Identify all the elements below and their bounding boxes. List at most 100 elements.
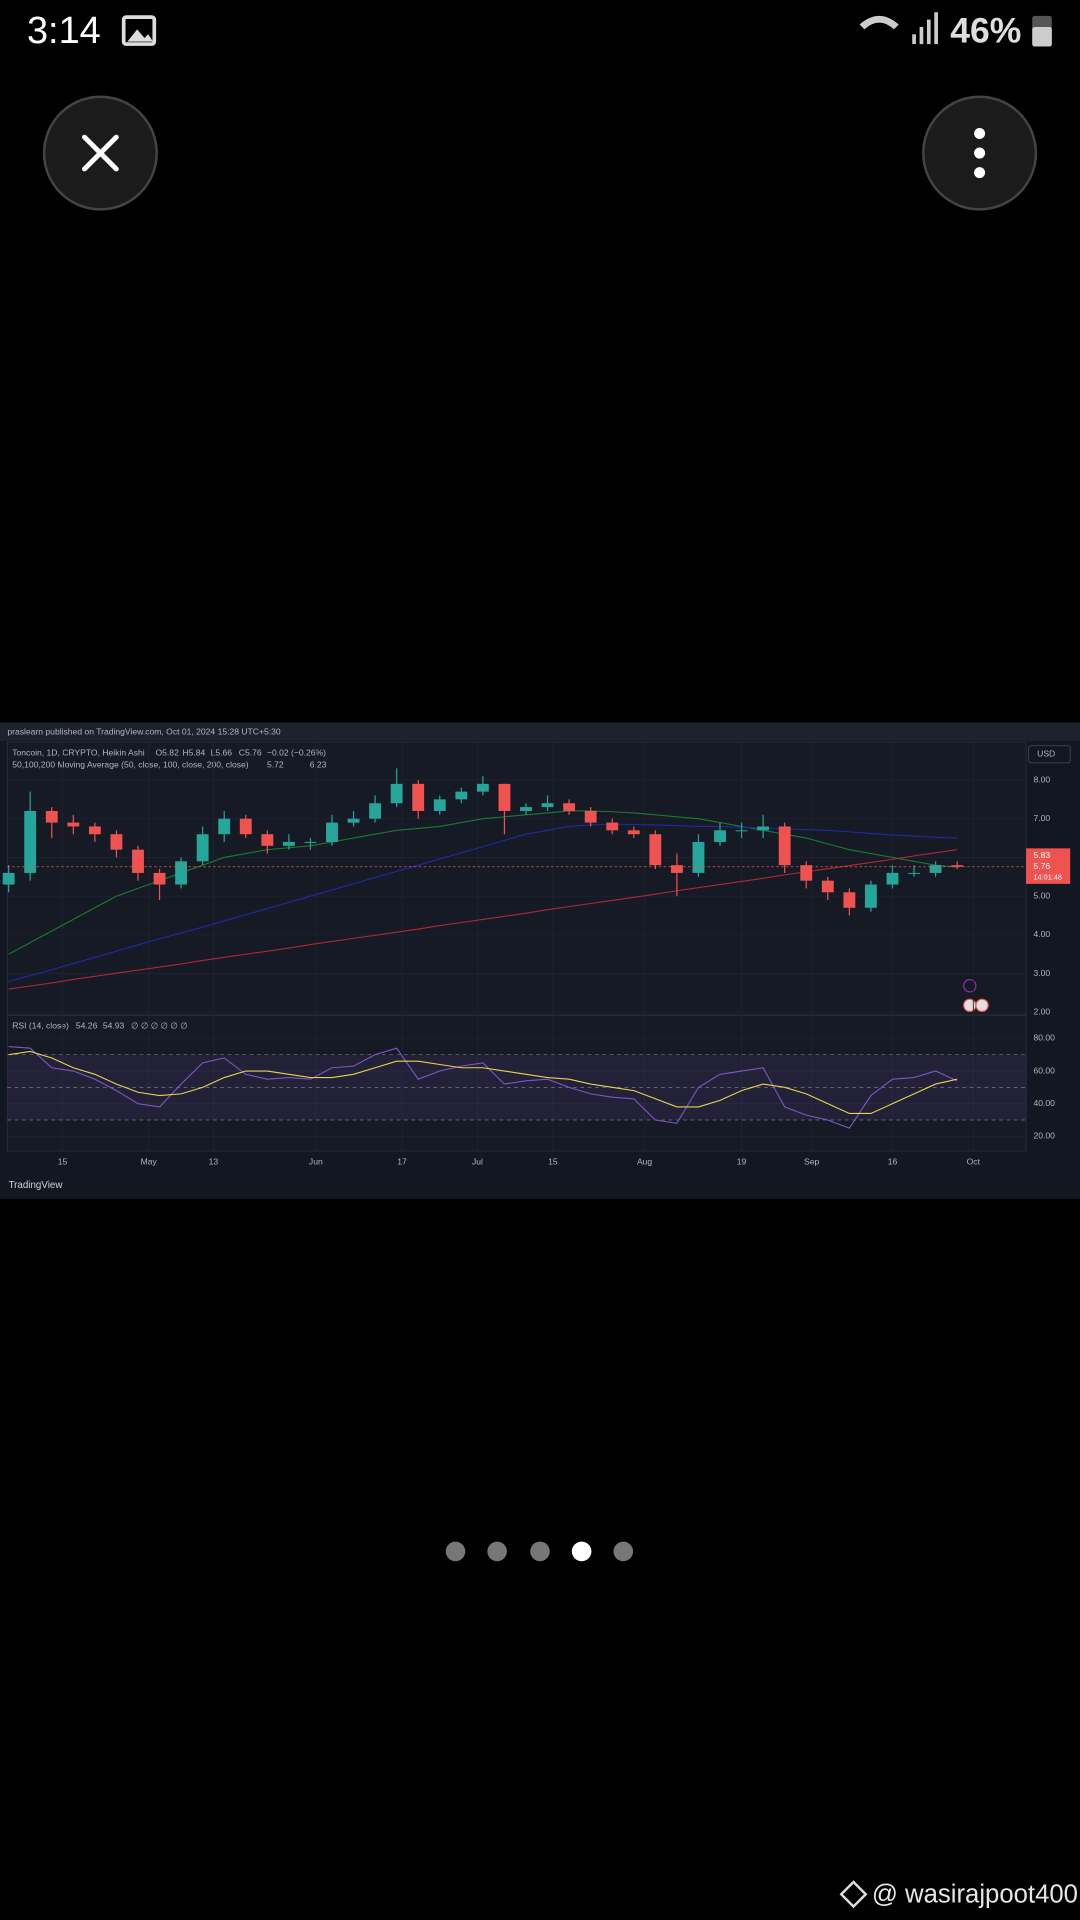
- x-tick-label: Jun: [309, 1156, 323, 1166]
- candle-body: [45, 810, 58, 823]
- page-dot[interactable]: [613, 1541, 634, 1562]
- candle-body: [2, 872, 15, 885]
- ohlc-low: L5.66: [211, 747, 233, 757]
- candle-body: [476, 783, 489, 792]
- symbol-info: Toncoin, 1D, CRYPTO, Heikin Ashi: [12, 747, 145, 757]
- y-tick-label: 40.00: [1033, 1098, 1055, 1108]
- candle-body: [606, 822, 619, 831]
- line: [8, 1045, 958, 1129]
- candle-body: [778, 826, 791, 866]
- price-label: 5.83: [1033, 850, 1050, 860]
- candle-body: [800, 865, 813, 881]
- battery-percent: 46%: [950, 10, 1021, 50]
- rsi-flags: ∅ ∅ ∅ ∅ ∅ ∅: [131, 1020, 188, 1030]
- x-tick-label: Aug: [637, 1156, 652, 1166]
- candle-body: [735, 830, 748, 832]
- candle-body: [757, 826, 770, 831]
- candle-body: [282, 841, 295, 846]
- candle-body: [541, 803, 554, 808]
- line: [8, 1050, 958, 1115]
- x-tick-label: 16: [888, 1156, 898, 1166]
- candle-body: [88, 826, 101, 835]
- page-dot-active[interactable]: [571, 1541, 592, 1562]
- x-tick-label: Sep: [804, 1156, 819, 1166]
- x-tick-label: 19: [737, 1156, 747, 1166]
- ohlc-change: −0.02 (−0.26%): [267, 747, 326, 757]
- candle-body: [649, 834, 662, 866]
- x-tick-label: 15: [548, 1156, 558, 1166]
- candle-body: [347, 818, 360, 823]
- candle-body: [864, 884, 877, 908]
- price-label: 5.76: [1033, 861, 1050, 871]
- battery-icon: [1032, 15, 1052, 47]
- y-tick-label: 2.00: [1033, 1007, 1050, 1017]
- candle-body: [67, 822, 80, 827]
- x-tick-label: Oct: [967, 1156, 981, 1166]
- candle-body: [563, 803, 576, 811]
- close-button[interactable]: [42, 95, 158, 211]
- candle-body: [326, 822, 338, 842]
- ohlc-high: H5.84: [182, 747, 205, 757]
- page-dot[interactable]: [487, 1541, 507, 1562]
- watermark-icon: [839, 1880, 868, 1909]
- candle-body: [908, 872, 920, 874]
- candle-body: [455, 791, 468, 800]
- y-tick-label: 8.00: [1033, 774, 1050, 784]
- chart-image: praslearn published on TradingView.com, …: [0, 722, 1080, 1199]
- candle-body: [24, 810, 37, 873]
- rsi-value: 54.26: [76, 1020, 98, 1030]
- candle-body: [951, 865, 964, 867]
- y-tick-label: 20.00: [1033, 1131, 1055, 1141]
- line: [8, 823, 958, 982]
- y-tick-label: 5.00: [1033, 890, 1050, 900]
- publish-bar: [0, 722, 1080, 741]
- publish-info: praslearn published on TradingView.com, …: [7, 727, 281, 737]
- rsi-study: RSI (14, close): [12, 1020, 69, 1030]
- line: [8, 849, 958, 990]
- candle-body: [110, 834, 123, 850]
- candle-body: [369, 803, 382, 819]
- watermark: @ wasirajpoot400: [872, 1880, 1078, 1908]
- gallery-icon: [121, 15, 157, 46]
- x-tick-label: Jul: [472, 1156, 483, 1166]
- x-tick-label: 15: [58, 1156, 68, 1166]
- y-tick-label: 7.00: [1033, 813, 1050, 823]
- price-label-box: [1026, 848, 1071, 884]
- line: [8, 810, 958, 955]
- alert-icons: [963, 978, 989, 1013]
- y-tick-label: 60.00: [1033, 1065, 1055, 1075]
- plot-area: [6, 741, 1027, 1152]
- candle-body: [412, 783, 425, 811]
- brand: TradingView: [9, 1180, 64, 1191]
- ma-value: 5.72: [267, 760, 284, 770]
- signal-icons: [859, 12, 938, 45]
- candle-body: [196, 834, 209, 862]
- candle-body: [584, 810, 597, 823]
- page-dot[interactable]: [445, 1541, 466, 1562]
- currency-box: [1028, 745, 1071, 764]
- candle-body: [132, 849, 144, 873]
- candle-body: [498, 783, 511, 811]
- y-tick-label: 80.00: [1033, 1033, 1055, 1043]
- menu-button[interactable]: [922, 95, 1038, 211]
- candle-body: [153, 872, 166, 885]
- countdown: 14:01:48: [1033, 873, 1062, 882]
- y-tick-label: 3.00: [1033, 968, 1050, 978]
- x-tick-label: May: [141, 1156, 158, 1166]
- candle-body: [692, 841, 705, 873]
- ma-study: 50,100,200 Moving Average (50, close, 10…: [12, 760, 249, 770]
- candle-body: [433, 799, 446, 811]
- ohlc-open: O5.82: [156, 747, 180, 757]
- page-dot[interactable]: [530, 1541, 550, 1562]
- x-tick-label: 13: [209, 1156, 219, 1166]
- candle-body: [627, 830, 640, 835]
- candle-body: [886, 872, 899, 885]
- y-tick-label: 4.00: [1033, 929, 1050, 939]
- candle-body: [175, 861, 188, 885]
- candle-body: [239, 818, 252, 835]
- pager: [445, 1541, 634, 1562]
- candle-body: [714, 830, 726, 842]
- status-time: 3:14: [27, 10, 101, 52]
